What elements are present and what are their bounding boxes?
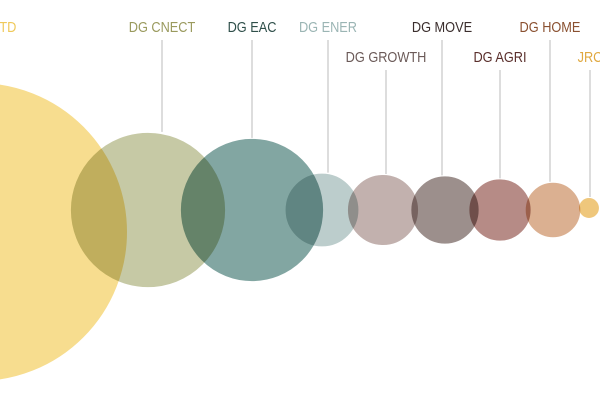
bubble <box>345 172 421 248</box>
bubble-label: DG GROWTH <box>346 48 427 65</box>
bubble-label: DG MOVE <box>412 18 472 35</box>
bubble-label: DG CNECT <box>129 18 196 35</box>
bubble-label: DG HOME <box>520 18 581 35</box>
bubble-label: DG AGRI <box>473 48 526 65</box>
bubble <box>467 177 533 243</box>
bubble-label: DG ENER <box>299 18 357 35</box>
bubble-label: JRC <box>578 48 600 65</box>
bubble <box>577 196 600 220</box>
bubble-label: DG RTD <box>0 18 16 35</box>
bubble <box>523 180 583 240</box>
bubble-label: DG EAC <box>228 18 277 35</box>
